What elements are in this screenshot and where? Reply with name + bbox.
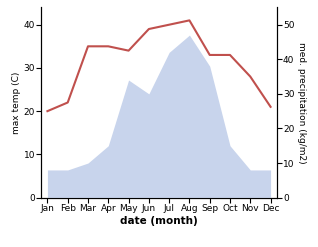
X-axis label: date (month): date (month) bbox=[120, 216, 198, 226]
Y-axis label: med. precipitation (kg/m2): med. precipitation (kg/m2) bbox=[297, 42, 306, 163]
Y-axis label: max temp (C): max temp (C) bbox=[12, 71, 21, 134]
